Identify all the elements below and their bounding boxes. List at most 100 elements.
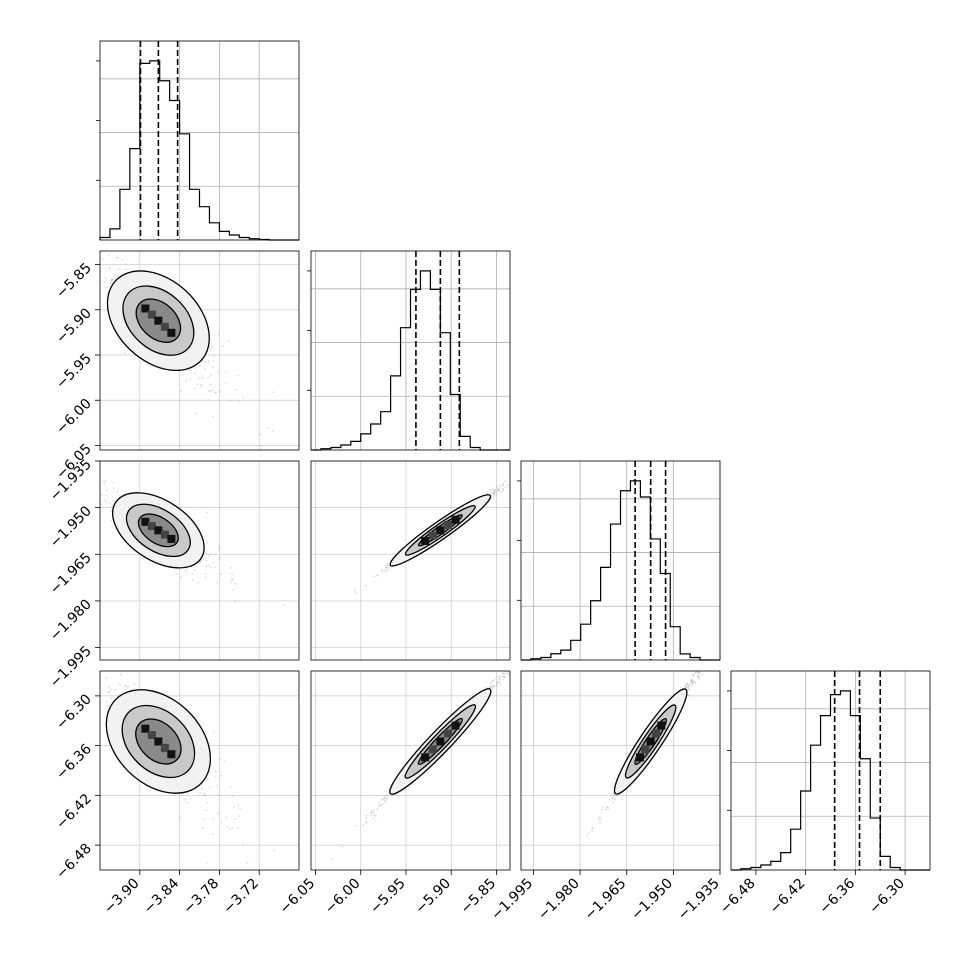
scatter-point — [510, 671, 512, 673]
panel-frame — [310, 460, 511, 661]
scatter-point — [204, 552, 207, 554]
scatter-point — [217, 333, 220, 336]
scatter-point — [119, 673, 122, 676]
density-cell — [451, 721, 460, 730]
scatter-point — [547, 457, 549, 459]
scatter-point — [219, 390, 221, 393]
scatter-point — [492, 685, 495, 687]
density-cell — [421, 536, 430, 545]
scatter-point — [98, 479, 100, 481]
scatter-point — [691, 682, 693, 684]
scatter-point — [497, 675, 499, 678]
scatter-point — [214, 770, 217, 773]
scatter-point — [497, 487, 500, 490]
histogram-step — [99, 60, 299, 241]
scatter-point — [127, 685, 129, 688]
scatter-point — [495, 684, 498, 687]
panel-frame — [310, 670, 511, 871]
scatter-point — [201, 376, 204, 379]
scatter-point — [353, 589, 356, 592]
scatter-point — [105, 494, 108, 497]
scatter-point — [498, 678, 500, 681]
panel-frame — [520, 460, 721, 661]
scatter-point — [206, 541, 209, 544]
scatter-point — [203, 818, 205, 821]
scatter-point — [501, 675, 504, 678]
scatter-point — [611, 797, 614, 799]
scatter-point — [118, 683, 121, 686]
scatter-point — [688, 683, 691, 686]
scatter-point — [121, 258, 124, 261]
scatter-point — [106, 705, 109, 708]
scatter-point — [494, 489, 497, 492]
scatter-point — [687, 694, 690, 697]
scatter-point — [208, 376, 211, 378]
panel-2d-1-0 — [51, 211, 300, 451]
scatter-point — [238, 815, 240, 818]
scatter-point — [205, 861, 208, 864]
panel-2d-2-0 — [98, 460, 300, 661]
panels: −3.90−3.84−3.78−3.72 −6.05 −6.00 −5.95 −5.90… — [47, 40, 931, 923]
scatter-point — [224, 370, 227, 373]
scatter-point — [541, 458, 543, 460]
scatter-point — [180, 576, 183, 578]
scatter-point — [698, 678, 701, 681]
scatter-point — [697, 675, 700, 678]
scatter-point — [229, 828, 232, 830]
scatter-point — [189, 369, 191, 372]
scatter-point — [503, 676, 506, 679]
scatter-point — [216, 784, 219, 787]
scatter-point — [181, 374, 184, 377]
scatter-point — [201, 360, 204, 362]
scatter-point — [516, 655, 518, 657]
scatter-point — [185, 380, 188, 382]
scatter-point — [107, 254, 110, 257]
scatter-point — [696, 671, 699, 674]
scatter-point — [220, 821, 223, 824]
scatter-point — [110, 519, 112, 522]
scatter-point — [481, 493, 484, 496]
scatter-point — [382, 797, 384, 800]
scatter-point — [490, 687, 493, 689]
scatter-point — [104, 479, 107, 482]
scatter-point — [117, 256, 120, 259]
scatter-point — [209, 389, 212, 392]
scatter-point — [497, 488, 499, 491]
scatter-point — [608, 798, 611, 801]
scatter-point — [702, 663, 704, 665]
scatter-point — [51, 211, 53, 213]
scatter-point — [217, 812, 220, 815]
scatter-point — [187, 793, 190, 795]
scatter-point — [217, 793, 220, 796]
scatter-point — [511, 481, 513, 483]
scatter-point — [698, 669, 700, 671]
panel-hist-2 — [517, 460, 721, 661]
scatter-point — [195, 565, 198, 568]
scatter-point — [489, 488, 492, 491]
scatter-point — [387, 568, 390, 571]
scatter-point — [207, 362, 210, 365]
scatter-point — [385, 566, 388, 568]
scatter-point — [110, 278, 113, 281]
scatter-point — [502, 483, 505, 486]
scatter-point — [613, 798, 616, 801]
scatter-point — [230, 566, 233, 569]
scatter-point — [504, 676, 507, 678]
scatter-point — [355, 824, 357, 827]
scatter-point — [125, 268, 128, 271]
scatter-point — [502, 483, 505, 486]
scatter-point — [488, 686, 491, 689]
scatter-point — [355, 591, 357, 594]
scatter-point — [485, 686, 488, 689]
scatter-point — [207, 564, 210, 566]
scatter-point — [516, 662, 518, 664]
scatter-point — [599, 821, 601, 824]
density-cell — [141, 304, 150, 313]
scatter-point — [106, 489, 109, 491]
scatter-point — [204, 367, 206, 370]
scatter-point — [110, 279, 113, 282]
scatter-point — [203, 792, 206, 795]
scatter-point — [495, 493, 498, 496]
scatter-point — [189, 797, 192, 800]
scatter-point — [209, 786, 211, 789]
